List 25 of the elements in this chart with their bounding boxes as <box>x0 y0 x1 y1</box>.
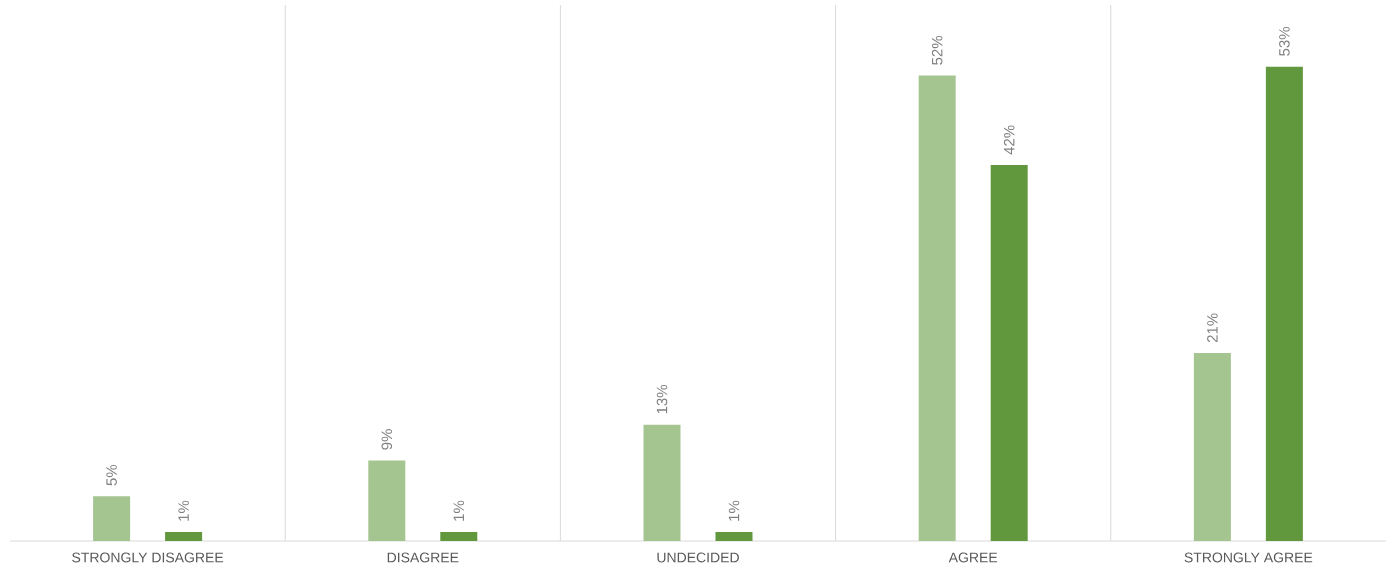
data-label: 1% <box>453 500 465 521</box>
bar <box>165 532 203 541</box>
data-label: 1% <box>178 500 189 521</box>
data-label: 21% <box>1207 313 1218 343</box>
data-label: 9% <box>381 429 393 450</box>
bar <box>715 532 753 541</box>
bar <box>643 424 681 541</box>
bar <box>93 496 131 541</box>
data-label: 42% <box>1003 125 1015 155</box>
x-tick-label: DISAGREE <box>387 552 459 563</box>
bar <box>1193 353 1231 541</box>
x-tick-label: UNDECIDED <box>657 552 739 563</box>
x-tick-label: STRONGLY AGREE <box>1184 552 1313 563</box>
data-label: 5% <box>106 464 117 486</box>
data-label: 52% <box>931 35 943 65</box>
bar <box>990 165 1028 541</box>
data-label: 53% <box>1279 26 1290 56</box>
bar <box>368 460 406 541</box>
x-tick-label: AGREE <box>948 552 998 563</box>
bar <box>1265 66 1303 541</box>
data-label: 1% <box>728 500 740 521</box>
x-tick-label: STRONGLY DISAGREE <box>72 552 224 563</box>
bar <box>440 532 478 541</box>
bar <box>918 75 956 541</box>
data-label: 13% <box>656 384 668 414</box>
